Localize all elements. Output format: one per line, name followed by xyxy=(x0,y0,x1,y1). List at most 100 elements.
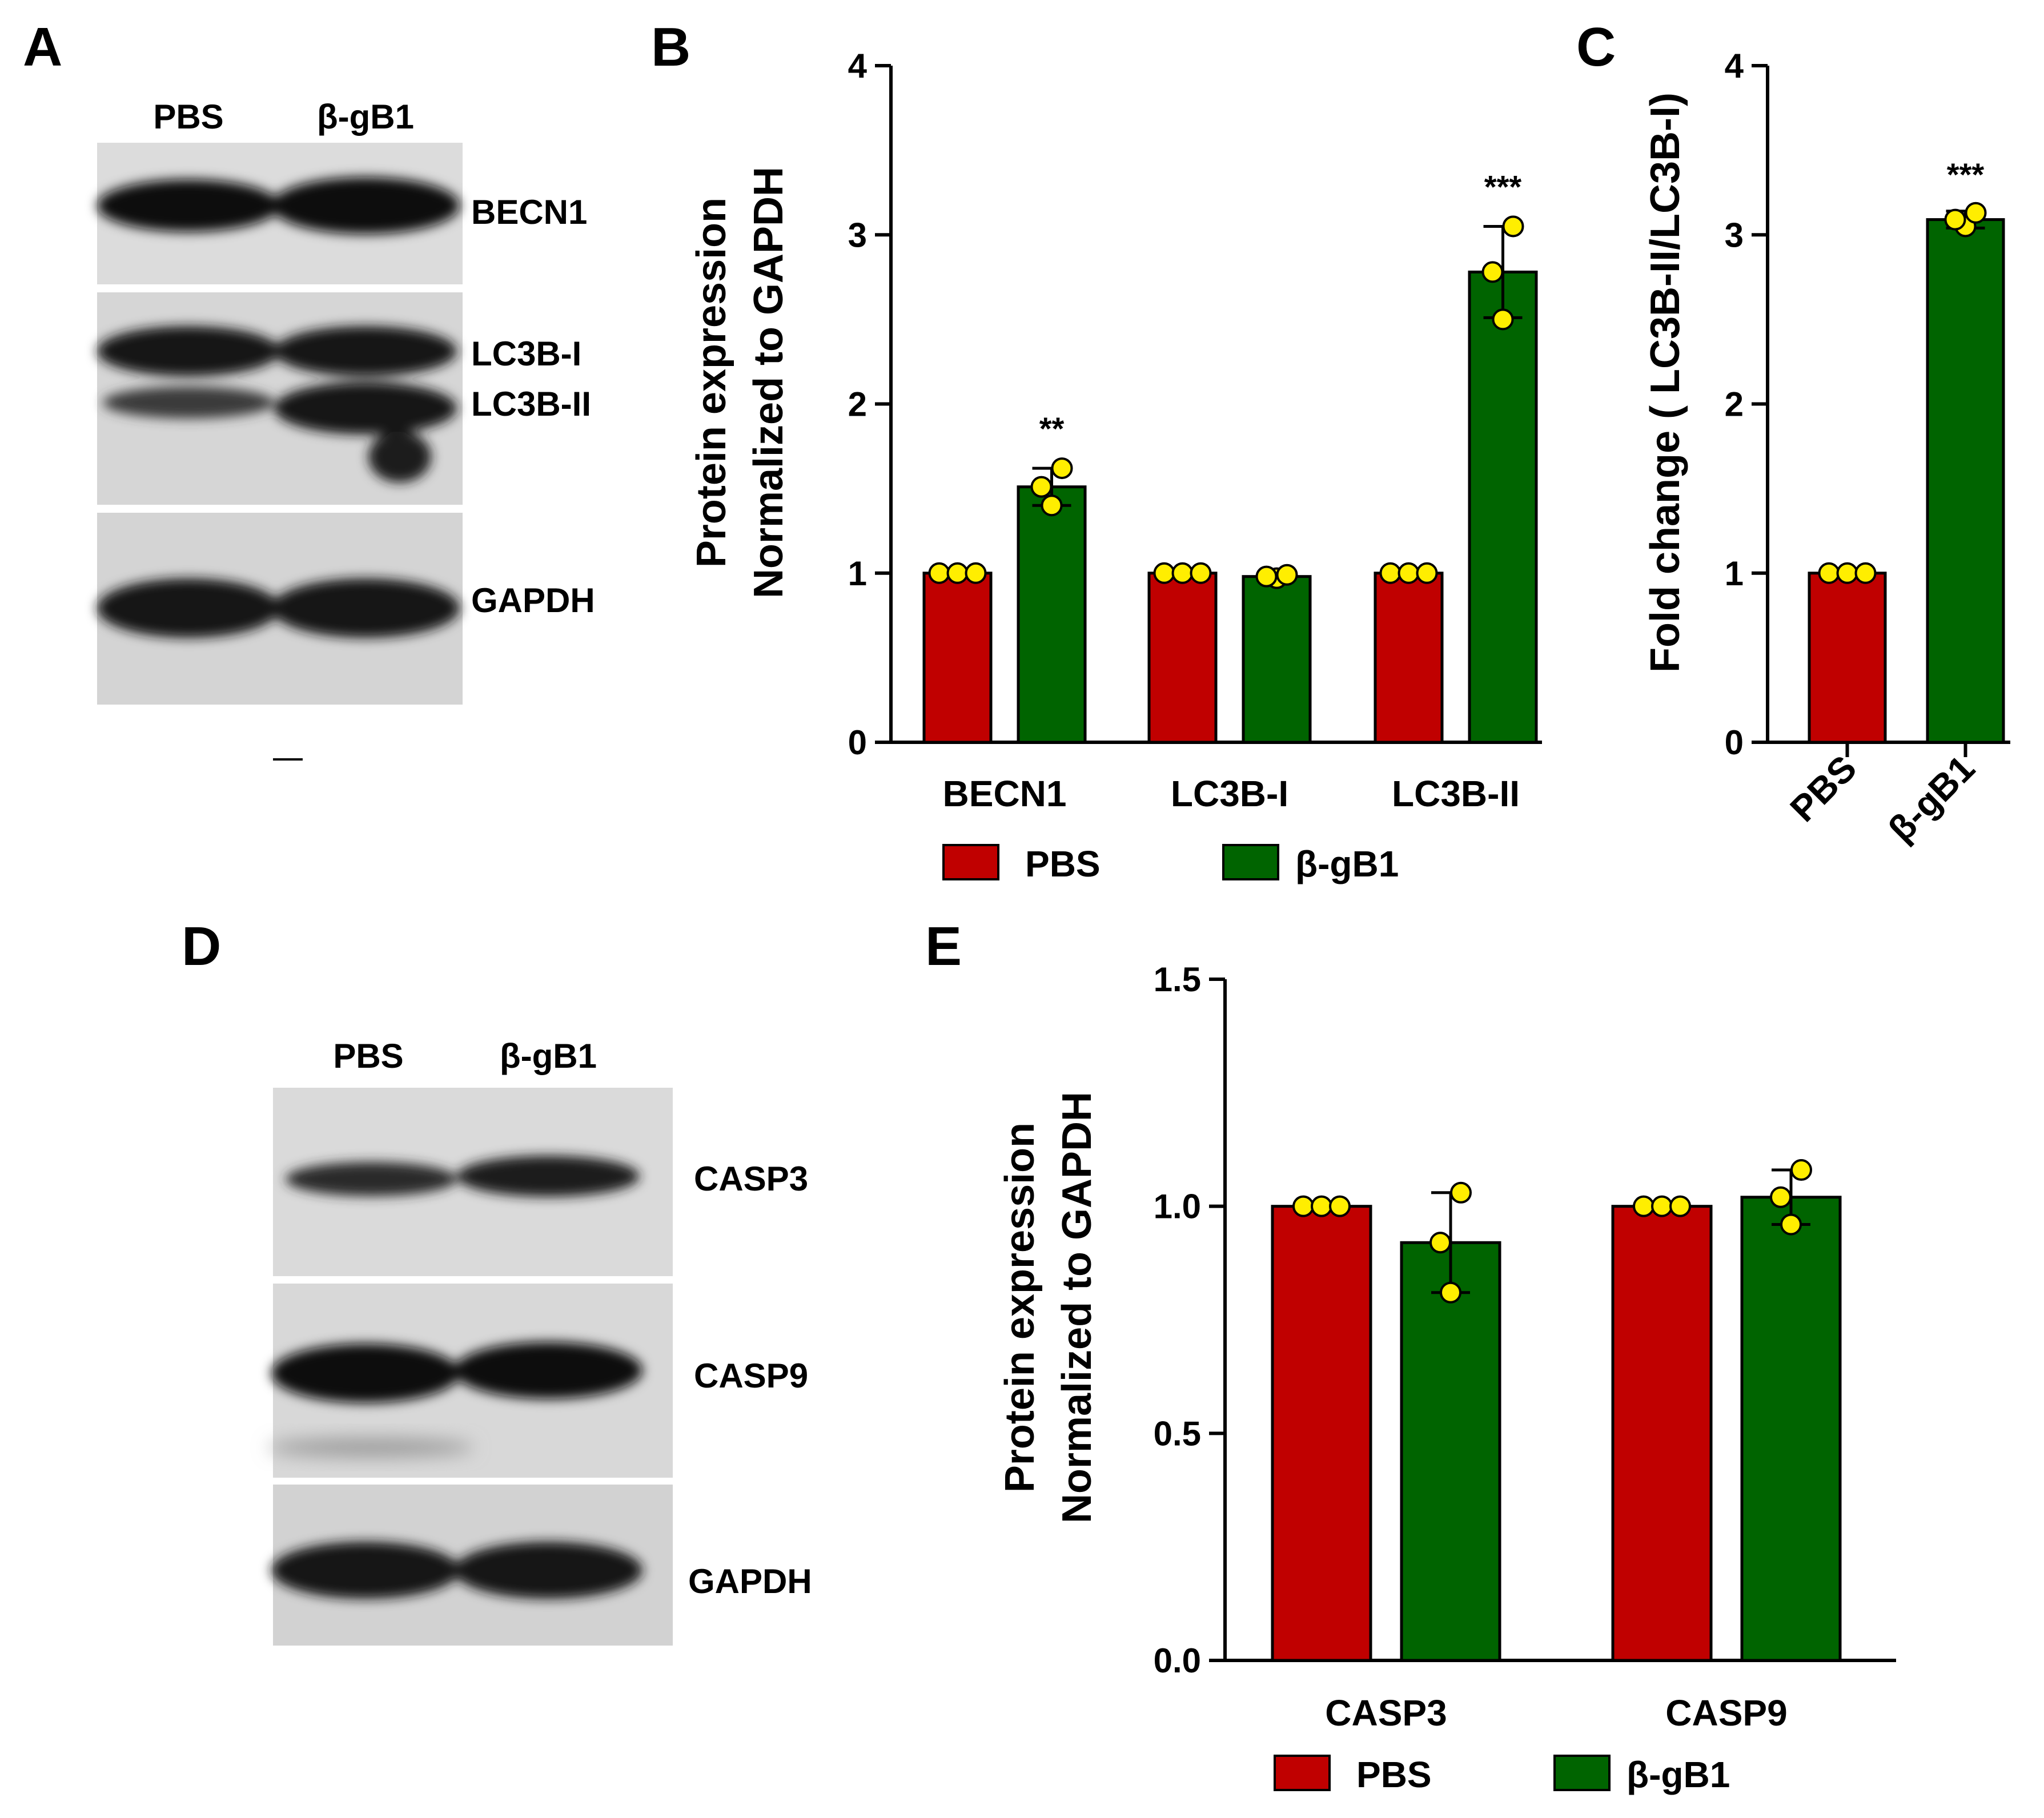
panel-e-casp9-bgb1-point xyxy=(1790,1159,1812,1181)
panel-b-bar-becn1-bgb1 xyxy=(1017,485,1087,744)
panel-a: A PBS β-gB1 BECN1 LC3B-I LC3B-II GAPDH xyxy=(23,17,595,761)
panel-c-pbs-point xyxy=(1818,562,1840,584)
panel-b-lc3b-i-bgb1-point xyxy=(1255,565,1278,588)
panel-b-significance: *** xyxy=(1484,168,1522,204)
band-lc3b-ii-bgb1 xyxy=(274,382,457,435)
panel-e-casp3-bgb1-point xyxy=(1429,1232,1451,1254)
panel-c-bgb1-point xyxy=(1965,202,1987,224)
panel-b-becn1-bgb1-point xyxy=(1030,476,1053,498)
panel-b-lc3b-i-pbs-point xyxy=(1153,562,1175,584)
panel-b-y-tick-label: 0 xyxy=(848,723,867,762)
panel-c-pbs-point xyxy=(1836,562,1858,584)
legend-e-pbs-label: PBS xyxy=(1356,1754,1432,1795)
panel-b-y-tick-label: 4 xyxy=(848,47,868,85)
panel-c-pbs-point xyxy=(1854,562,1877,584)
panel-b-legend: PBS β-gB1 xyxy=(942,843,1399,884)
panel-e-axes: 0.0 0.5 1.0 1.5 xyxy=(1154,960,1896,1680)
panel-b-bar-lc3b-ii-bgb1 xyxy=(1468,270,1538,744)
band-gapdh-bgb1-d xyxy=(454,1542,642,1599)
legend-e-pbs-swatch xyxy=(1274,1755,1331,1791)
panel-b-lc3b-ii-pbs-point xyxy=(1379,562,1402,584)
panel-b-category-label: LC3B-I xyxy=(1171,773,1288,814)
blot-label-becn1: BECN1 xyxy=(471,193,587,231)
panel-a-letter: A xyxy=(23,17,62,78)
band-becn1-bgb1 xyxy=(271,177,460,234)
blot-label-casp9: CASP9 xyxy=(694,1357,808,1395)
panel-b-bar-becn1-pbs xyxy=(922,572,993,744)
panel-b-significance: ** xyxy=(1039,411,1065,447)
band-gapdh-pbs-a xyxy=(97,578,280,638)
panel-c-category-label: PBS xyxy=(1782,747,1864,830)
band-casp3-pbs xyxy=(286,1162,457,1196)
blot-label-lc3b-ii: LC3B-II xyxy=(471,385,591,423)
panel-e-casp9-pbs-point xyxy=(1669,1195,1691,1217)
panel-b-y-tick-label: 2 xyxy=(848,385,867,424)
panel-e-casp3-bgb1-point xyxy=(1450,1181,1472,1204)
panel-e-casp3-pbs-point xyxy=(1292,1195,1314,1217)
panel-b-ylabel: Protein expression Normalized to GAPDH xyxy=(689,167,792,598)
band-casp3-bgb1 xyxy=(457,1156,640,1197)
band-gapdh-pbs-d xyxy=(271,1542,460,1599)
band-gapdh-bgb1-a xyxy=(271,578,460,638)
band-lc3b-ii-pbs xyxy=(103,387,274,419)
panel-e-y-tick-label: 1.5 xyxy=(1154,960,1201,999)
panel-e-ylabel-line1: Protein expression xyxy=(997,1123,1043,1493)
panel-b-bars: ** BECN1 LC3B-I *** LC3B-II xyxy=(922,168,1538,814)
panel-e-y-tick-label: 1.0 xyxy=(1154,1188,1201,1226)
panel-e-casp9-pbs-point xyxy=(1651,1195,1673,1217)
panel-e-casp3-bgb1-point xyxy=(1440,1281,1461,1304)
legend-b-bgb1-label: β-gB1 xyxy=(1295,843,1399,884)
legend-e-bgb1-label: β-gB1 xyxy=(1627,1754,1730,1795)
panel-a-lane-bgb1: β-gB1 xyxy=(317,98,414,136)
panel-c-y-tick-label: 3 xyxy=(1725,216,1744,254)
panel-b-bar-lc3b-i-bgb1 xyxy=(1242,575,1312,744)
panel-c-bgb1-point xyxy=(1944,208,1966,231)
panel-b-becn1-bgb1-point xyxy=(1041,494,1063,517)
panel-d: D PBS β-gB1 CASP3 CASP9 GAPDH xyxy=(182,916,812,1646)
panel-c-y-tick-label: 2 xyxy=(1725,385,1744,424)
panel-b-category-label: LC3B-II xyxy=(1392,773,1520,814)
panel-b-ylabel-line1: Protein expression xyxy=(689,198,734,568)
panel-c-bar-bgb1 xyxy=(1926,218,2005,744)
legend-b-pbs-label: PBS xyxy=(1025,843,1101,884)
band-lc3b-ii-smear xyxy=(368,431,431,482)
panel-b-becn1-pbs-point xyxy=(928,562,950,584)
panel-d-lane-bgb1: β-gB1 xyxy=(500,1037,597,1075)
panel-b-category-label: BECN1 xyxy=(943,773,1067,814)
panel-b-ylabel-line2: Normalized to GAPDH xyxy=(746,167,792,598)
panel-c-letter: C xyxy=(1576,17,1616,78)
panel-e-casp3-pbs-point xyxy=(1311,1195,1332,1217)
panel-e-ylabel: Protein expression Normalized to GAPDH xyxy=(997,1092,1100,1523)
panel-d-lane-pbs: PBS xyxy=(333,1037,403,1075)
band-lc3b-i-bgb1 xyxy=(274,326,457,376)
panel-b-becn1-pbs-point xyxy=(965,562,987,584)
panel-e-casp9-bgb1-point xyxy=(1770,1186,1792,1208)
panel-e-casp9-bgb1-point xyxy=(1780,1213,1802,1236)
panel-e-bars: CASP3 CASP9 xyxy=(1271,1159,1842,1733)
panel-e-casp9-pbs-point xyxy=(1633,1195,1655,1217)
panel-e-y-tick-label: 0.5 xyxy=(1154,1414,1201,1453)
panel-b-lc3b-i-pbs-point xyxy=(1190,562,1212,584)
panel-c-y-tick-label: 0 xyxy=(1725,723,1744,762)
panel-e-y-tick-label: 0.0 xyxy=(1154,1642,1201,1680)
panel-b-lc3b-ii-bgb1-point xyxy=(1492,308,1514,331)
panel-e-bar-casp3-pbs xyxy=(1271,1205,1372,1662)
band-casp9-pbs xyxy=(271,1344,460,1403)
panel-b-letter: B xyxy=(651,17,690,78)
panel-b-y-tick-label: 3 xyxy=(848,216,867,254)
panel-d-letter: D xyxy=(182,916,221,977)
panel-e-casp3-pbs-point xyxy=(1329,1195,1351,1217)
panel-b-bar-lc3b-ii-pbs xyxy=(1374,572,1444,744)
panel-e-ylabel-line2: Normalized to GAPDH xyxy=(1054,1092,1100,1523)
panel-c-bars: PBS β-gB1 *** xyxy=(1782,156,2005,850)
panel-c-bar-pbs xyxy=(1808,572,1887,744)
band-casp9-bgb1 xyxy=(454,1342,642,1399)
panel-e-letter: E xyxy=(925,916,962,977)
panel-c-ylabel: Fold change ( LC3B-II/LC3B-I) xyxy=(1643,92,1688,673)
blot-label-lc3b-i: LC3B-I xyxy=(471,335,581,373)
panel-b-lc3b-i-pbs-point xyxy=(1171,562,1194,584)
blot-label-gapdh-d: GAPDH xyxy=(688,1562,812,1600)
panel-e-category-label: CASP3 xyxy=(1325,1692,1447,1733)
panel-b-becn1-bgb1-point xyxy=(1051,457,1073,480)
